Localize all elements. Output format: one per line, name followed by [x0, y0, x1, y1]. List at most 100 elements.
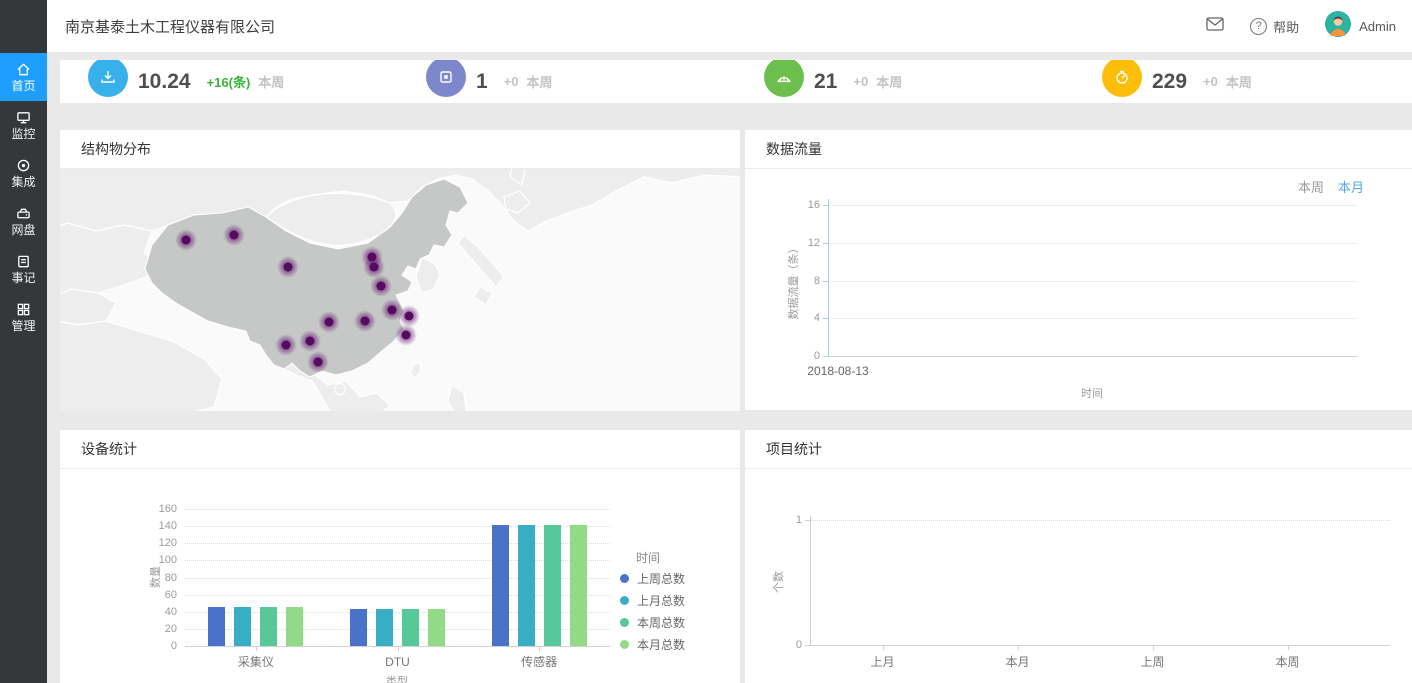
integration-icon — [16, 158, 31, 173]
structure-location-dot-core — [283, 262, 293, 272]
stat-projects: 21 +0 本周 — [736, 60, 1074, 103]
top-bar: 南京基泰土木工程仪器有限公司 ? 帮助 Admin — [47, 0, 1412, 53]
y-axis-line — [810, 516, 811, 645]
map-mongolia — [265, 192, 397, 246]
y-tick-label: 8 — [813, 274, 820, 287]
tab-this-week[interactable]: 本周 — [1297, 180, 1324, 195]
bar — [569, 525, 587, 646]
sidebar-item-manage[interactable]: 管理 — [0, 293, 47, 341]
legend-label: 上周总数 — [637, 571, 686, 586]
user-menu[interactable]: Admin — [1325, 10, 1396, 42]
legend-dot-icon — [620, 595, 629, 605]
bar — [543, 525, 561, 646]
y-tick-label: 16 — [807, 199, 820, 211]
legend-dot-icon — [620, 639, 629, 649]
gridline — [810, 520, 1390, 521]
gridline — [185, 611, 610, 613]
y-tick-mark — [823, 280, 828, 282]
sidebar-item-label: 集成 — [11, 175, 36, 189]
y-tick-label: 160 — [158, 503, 177, 515]
bar — [376, 609, 393, 646]
stat-period: 本周 — [876, 75, 903, 90]
bar — [260, 607, 278, 646]
stat-delta: +0 — [853, 74, 869, 89]
sidebar-item-netdisk[interactable]: 网盘 — [0, 197, 47, 245]
journal-icon — [16, 254, 31, 269]
x-axis-title: 类型 — [386, 676, 408, 683]
structure-location-dot-core — [324, 317, 334, 327]
flow-range-tabs: 本周 本月 — [1298, 177, 1364, 196]
stat-delta: +0 — [503, 74, 519, 89]
help-button[interactable]: ? 帮助 — [1250, 17, 1299, 36]
project-stats-panel: 项目统计 个数 0 1 上月 本月 上周 本周 — [745, 430, 1412, 683]
x-cat-label: 传感器 — [521, 655, 558, 669]
structure-location-dot-core — [305, 336, 315, 346]
stat-delta: +16(条) — [206, 75, 251, 90]
stats-band: 10.24 +16(条) 本周 1 +0 本周 21 +0 本周 229 +0 — [60, 60, 1412, 103]
y-tick-label: 120 — [158, 537, 177, 550]
device-stats-panel: 设备统计 类型 数量 时间 上周总数 上月总数 本周总数 本月总数 0 20 40 60 80… — [60, 430, 740, 683]
tab-this-month[interactable]: 本月 — [1337, 180, 1364, 195]
legend-item[interactable]: 本周总数 — [620, 611, 685, 633]
structure-location-dot-core — [229, 230, 239, 240]
avatar — [1325, 10, 1352, 42]
stat-data-flow: 10.24 +16(条) 本周 — [60, 60, 398, 103]
netdisk-icon — [16, 206, 31, 221]
stat-value: 229 — [1152, 69, 1188, 93]
data-flow-panel: 数据流量 本周 本月 2018-08-13 时间 数据流量（条） 0 4 8 12 16 — [745, 130, 1412, 410]
y-axis-title: 个数 — [773, 571, 785, 593]
stat-devices: 229 +0 本周 — [1074, 60, 1412, 103]
panel-title: 项目统计 — [745, 430, 1412, 469]
stat-delta: +0 — [1203, 74, 1218, 89]
legend-label: 本周总数 — [637, 615, 686, 630]
china-map — [60, 169, 740, 411]
bar — [517, 525, 535, 646]
sidebar-item-monitor[interactable]: 监控 — [0, 101, 47, 149]
y-tick-label: 0 — [795, 639, 802, 651]
manage-icon — [16, 302, 31, 317]
sidebar-item-label: 监控 — [11, 127, 36, 141]
sidebar-item-journal[interactable]: 事记 — [0, 245, 47, 293]
gridline — [185, 526, 610, 528]
sidebar-item-home[interactable]: 首页 — [0, 53, 47, 101]
y-tick-label: 12 — [807, 236, 820, 249]
sidebar-item-label: 管理 — [11, 319, 36, 333]
x-tick-mark — [1287, 646, 1289, 650]
y-tick-label: 100 — [158, 554, 177, 567]
legend-label: 本月总数 — [637, 637, 686, 652]
stat-period: 本周 — [1225, 75, 1252, 90]
y-tick-mark — [823, 356, 828, 357]
legend-label: 上月总数 — [637, 593, 686, 608]
bar — [234, 607, 252, 646]
x-first-tick-label: 2018-08-13 — [807, 364, 869, 378]
y-tick-mark — [805, 645, 810, 646]
mail-icon[interactable] — [1206, 16, 1224, 36]
y-tick-label: 0 — [170, 640, 177, 652]
structure-location-dot-core — [401, 330, 411, 340]
map-neighbor-countries — [60, 169, 740, 411]
x-tick-mark — [882, 646, 884, 650]
home-icon — [16, 62, 31, 77]
x-cat-label: 上周 — [1140, 655, 1165, 669]
y-tick-mark — [823, 318, 828, 320]
project-bar-chart: 个数 0 1 上月 本月 上周 本周 — [745, 469, 1412, 683]
data-flow-chart: 2018-08-13 时间 数据流量（条） 0 4 8 12 16 — [745, 169, 1412, 411]
legend-item[interactable]: 上月总数 — [620, 589, 685, 611]
question-icon: ? — [1250, 17, 1268, 35]
structure-location-dot-core — [376, 281, 386, 291]
x-cat-label: DTU — [385, 655, 410, 669]
gridline — [185, 560, 610, 562]
legend-item[interactable]: 上周总数 — [620, 567, 685, 589]
panel-title: 数据流量 — [745, 130, 1412, 169]
structure-location-dot-core — [369, 262, 379, 272]
structure-location-dot-core — [181, 235, 191, 245]
x-cat-label: 上月 — [870, 655, 895, 669]
sidebar-item-integration[interactable]: 集成 — [0, 149, 47, 197]
x-axis-title: 时间 — [1081, 388, 1103, 400]
structure-location-dot-core — [360, 316, 370, 326]
legend-item[interactable]: 本月总数 — [620, 633, 685, 655]
y-tick-label: 4 — [813, 312, 820, 325]
x-tick-mark — [397, 647, 399, 651]
legend-title: 时间 — [636, 551, 661, 565]
y-tick-mark — [823, 205, 828, 206]
